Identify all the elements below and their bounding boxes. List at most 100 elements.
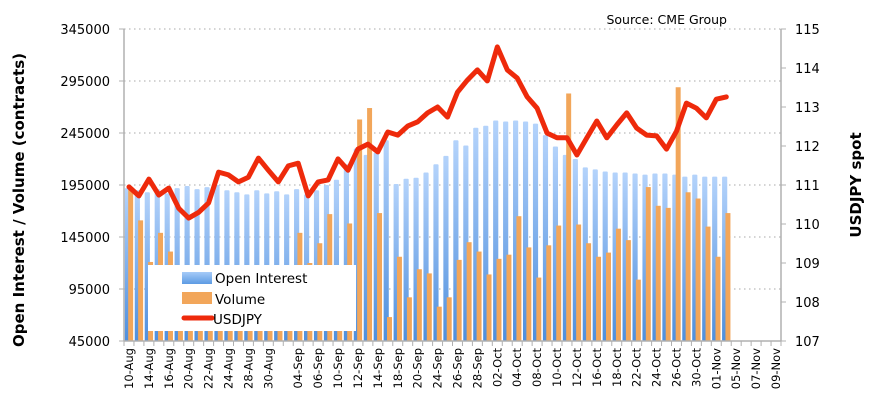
left-axis-tick-label: 45000: [69, 335, 110, 350]
x-axis-tick-label: 14-Sep: [371, 348, 385, 388]
left-axis-title: Open Interest / Volume (contracts): [10, 53, 28, 347]
volume-bar: [486, 274, 492, 341]
volume-bar: [426, 273, 432, 341]
right-axis-tick-label: 110: [795, 218, 820, 233]
x-axis-tick-label: 16-Oct: [590, 348, 604, 387]
left-axis-tick-labels: 45000 95000 145000 195000 245000 295000 345000: [60, 23, 124, 350]
volume-bar: [516, 216, 522, 341]
left-axis-tick-label: 195000: [60, 179, 110, 194]
volume-bar: [556, 225, 562, 341]
volume-bar: [695, 198, 701, 341]
legend-swatch-open-interest: [182, 272, 212, 284]
x-axis-tick-label: 24-Sep: [431, 348, 445, 388]
x-axis-tick-label: 18-Oct: [610, 348, 624, 387]
volume-bar: [506, 254, 512, 341]
right-axis-tick-label: 108: [795, 296, 820, 311]
volume-bar: [645, 187, 651, 341]
x-axis-tick-label: 22-Aug: [202, 348, 216, 389]
right-axis-tick-label: 112: [795, 140, 820, 155]
volume-bar: [655, 205, 661, 341]
x-axis-tick-label: 10-Sep: [331, 348, 345, 388]
x-axis-tick-label: 09-Nov: [769, 348, 783, 389]
volume-bar: [705, 226, 711, 341]
volume-bar: [725, 213, 731, 341]
legend-swatch-volume: [182, 292, 212, 304]
legend-label-usdjpy: USDJPY: [213, 312, 263, 328]
volume-bar: [615, 228, 621, 341]
volume-bar: [128, 187, 134, 341]
right-axis-tick-label: 115: [795, 23, 820, 38]
volume-bar: [416, 269, 422, 341]
x-axis-tick-label: 26-Oct: [670, 348, 684, 387]
x-axis-tick-label: 16-Aug: [162, 348, 176, 389]
x-axis-tick-label: 30-Aug: [261, 348, 275, 389]
x-axis-tick-label: 04-Sep: [291, 348, 305, 388]
volume-bar: [715, 256, 721, 341]
volume-bar: [476, 251, 482, 341]
right-axis-tick-label: 114: [795, 62, 820, 77]
open-interest-bar: [433, 164, 439, 341]
volume-bar: [406, 297, 412, 341]
x-axis-tick-label: 02-Oct: [490, 348, 504, 387]
x-axis-tick-label: 18-Sep: [391, 348, 405, 388]
x-axis-tick-label: 07-Nov: [749, 348, 763, 389]
volume-bar: [496, 258, 502, 341]
x-axis-tick-label: 10-Oct: [550, 348, 564, 387]
right-axis-title: USDJPY spot: [847, 132, 865, 237]
volume-bar: [635, 279, 641, 341]
x-axis-tick-label: 22-Oct: [630, 348, 644, 387]
left-axis-tick-label: 295000: [60, 75, 110, 90]
open-interest-bar: [443, 155, 449, 341]
x-axis-tick-label: 20-Aug: [182, 348, 196, 389]
right-axis-tick-label: 109: [795, 257, 820, 272]
x-axis-tick-label: 24-Oct: [650, 348, 664, 387]
volume-bar: [377, 213, 383, 341]
x-axis-tick-label: 12-Sep: [351, 348, 365, 388]
legend-label-volume: Volume: [215, 292, 265, 308]
volume-bar: [675, 87, 681, 342]
left-axis-tick-label: 95000: [69, 283, 110, 298]
x-axis-tick-label: 05-Nov: [729, 348, 743, 389]
x-axis-tick-label: 28-Sep: [470, 348, 484, 388]
x-axis-tick-label: 04-Oct: [510, 348, 524, 387]
usdjpy-line-layer: [126, 44, 729, 221]
source-note: Source: CME Group: [606, 12, 727, 27]
right-axis-tick-label: 111: [795, 179, 820, 194]
legend: Open Interest Volume USDJPY: [148, 265, 356, 331]
left-axis-tick-label: 345000: [60, 23, 110, 38]
right-axis-tick-label: 113: [795, 101, 820, 116]
left-axis-tick-label: 245000: [60, 127, 110, 142]
volume-bar: [566, 93, 572, 341]
volume-bar: [665, 207, 671, 341]
volume-bar: [605, 252, 611, 341]
volume-bar: [138, 220, 144, 341]
x-axis-ticks: [123, 341, 782, 346]
volume-bar: [596, 256, 602, 341]
open-interest-bar: [383, 140, 389, 341]
x-axis-tick-label: 08-Oct: [530, 348, 544, 387]
volume-bar: [536, 277, 542, 341]
volume-bar: [526, 247, 532, 341]
volume-bar: [386, 317, 392, 341]
right-axis-tick-label: 107: [795, 335, 820, 350]
x-axis-tick-label: 20-Sep: [411, 348, 425, 388]
volume-bar: [396, 256, 402, 341]
x-axis-tick-label: 12-Oct: [570, 348, 584, 387]
usdjpy-line: [126, 44, 729, 221]
volume-bar: [466, 242, 472, 341]
volume-bar: [367, 108, 373, 341]
x-axis-tick-label: 26-Sep: [451, 348, 465, 388]
volume-bar: [586, 243, 592, 341]
x-axis-tick-label: 30-Oct: [689, 348, 703, 387]
x-axis-tick-label: 14-Aug: [142, 348, 156, 389]
right-axis-tick-labels: 107 108 109 110 111 112 113 114 115: [781, 23, 820, 350]
volume-bar: [456, 259, 462, 341]
volume-bar: [546, 245, 552, 341]
legend-label-open-interest: Open Interest: [215, 271, 307, 287]
x-axis-tick-label: 06-Sep: [311, 348, 325, 388]
volume-bar: [357, 119, 363, 341]
x-axis-tick-label: 24-Aug: [222, 348, 236, 389]
x-axis-tick-labels: 10-Aug 14-Aug 16-Aug 20-Aug 22-Aug 24-Aug 28-A…: [122, 348, 783, 390]
volume-bar: [685, 192, 691, 341]
